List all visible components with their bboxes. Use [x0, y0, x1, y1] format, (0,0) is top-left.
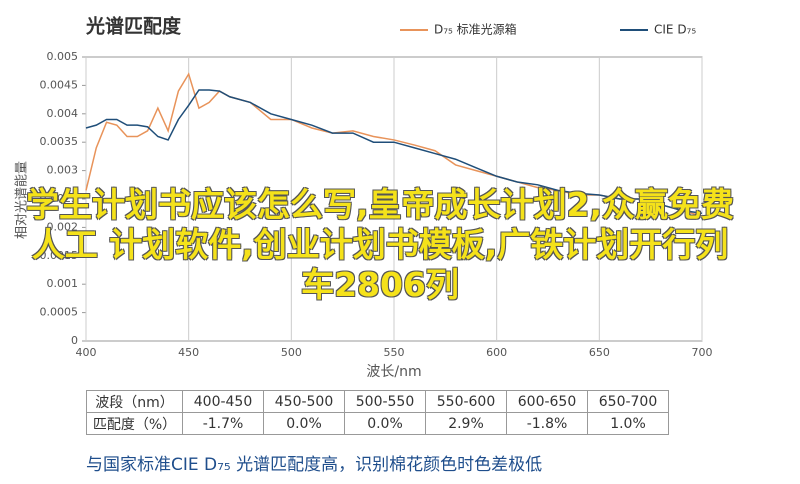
table-cell: 1.0%: [587, 412, 669, 435]
table-cell: 0.0%: [344, 412, 426, 435]
x-tick-label: 450: [178, 346, 199, 359]
x-axis-label: 波长/nm: [366, 364, 421, 380]
y-tick-label: 0.0035: [40, 135, 79, 148]
chart: 光谱匹配度 波长/nm 相对光谱能量 0 0.0005 0.001 0.0015 0.0…: [15, 15, 713, 381]
y-tick-label: 0.002: [47, 220, 79, 233]
y-tick-label: 0.004: [47, 107, 79, 120]
x-tick-label: 700: [692, 346, 713, 359]
table-cell: 2.9%: [425, 412, 507, 435]
legend-label: D₇₅ 标准光源箱: [434, 22, 517, 37]
table-cell: 匹配度（%）: [86, 412, 183, 435]
y-tick-label: 0.0045: [40, 78, 79, 91]
chart-title: 光谱匹配度: [85, 15, 182, 38]
table-cell: 400-450: [182, 390, 264, 413]
x-tick-label: 400: [76, 346, 97, 359]
table-row: 匹配度（%） -1.7% 0.0% 0.0% 2.9% -1.8% 1.0%: [86, 412, 669, 435]
y-tick-label: 0.003: [47, 164, 79, 177]
y-tick-label: 0.005: [47, 50, 79, 63]
caption: 与国家标准CIE D₇₅ 光谱匹配度高，识别棉花颜色时色差极低: [86, 455, 543, 475]
table-cell: 550-600: [425, 390, 507, 413]
x-tick-label: 650: [589, 346, 610, 359]
y-tick-label: 0: [71, 334, 78, 347]
x-tick-label: 600: [486, 346, 507, 359]
y-tick-label: 0.001: [47, 277, 79, 290]
match-table: 波段（nm） 400-450 450-500 500-550 550-600 600-65…: [86, 390, 669, 435]
series-line: [85, 89, 703, 214]
table-row: 波段（nm） 400-450 450-500 500-550 550-600 600-65…: [86, 390, 669, 413]
table-cell: 600-650: [506, 390, 588, 413]
table-cell: 500-550: [344, 390, 426, 413]
table-cell: 0.0%: [263, 412, 345, 435]
y-tick-label: 0.0025: [40, 192, 79, 205]
table-cell: 450-500: [263, 390, 345, 413]
series-line: [85, 72, 703, 217]
legend-label: CIE D₇₅: [654, 23, 696, 37]
x-tick-label: 500: [281, 346, 302, 359]
overlay-text: 学生计划书应该怎么写,皇帝成长计划2,众赢免费人工 计划软件,创业计划书模板,广…: [25, 185, 735, 304]
y-tick-label: 0.0015: [40, 249, 79, 262]
y-axis-label: 相对光谱能量: [15, 161, 30, 239]
table-cell: -1.7%: [182, 412, 264, 435]
y-tick-label: 0.0005: [40, 306, 79, 319]
x-tick-label: 550: [384, 346, 405, 359]
table-cell: -1.8%: [506, 412, 588, 435]
table-cell: 波段（nm）: [86, 390, 183, 413]
table-cell: 650-700: [587, 390, 669, 413]
